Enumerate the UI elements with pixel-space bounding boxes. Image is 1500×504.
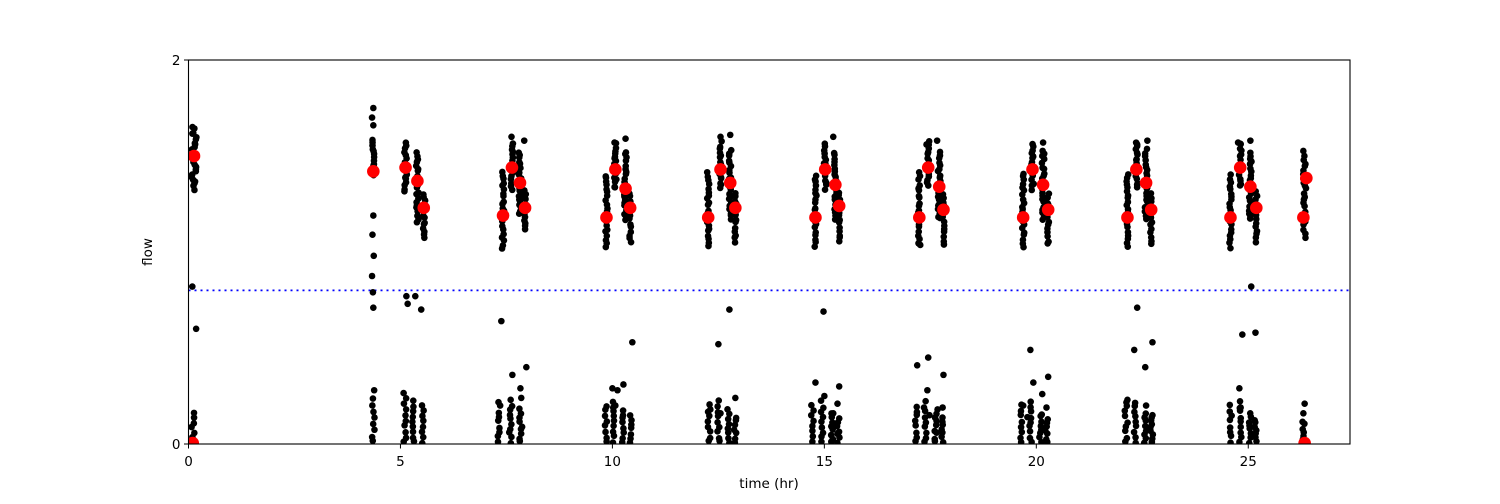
x-tick-label: 10 [604,454,621,470]
y-tick-label: 2 [172,53,181,69]
y-axis-ticks: 02 [172,53,189,453]
y-tick-label: 0 [172,437,181,453]
series-red-points [188,149,1313,444]
x-axis-label: time (hr) [739,476,798,492]
x-tick-label: 0 [184,454,193,470]
x-axis-ticks: 0 5 10 15 20 25 [184,444,1257,470]
plot-border [187,59,1351,445]
x-tick-label: 25 [1240,454,1257,470]
y-axis-label: flow [140,238,156,266]
series-black-points [188,104,1310,444]
x-tick-label: 15 [816,454,833,470]
x-tick-label: 5 [396,454,405,470]
x-tick-label: 20 [1028,454,1045,470]
